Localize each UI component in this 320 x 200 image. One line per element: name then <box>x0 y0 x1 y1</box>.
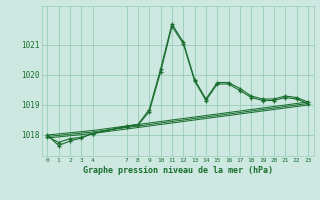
X-axis label: Graphe pression niveau de la mer (hPa): Graphe pression niveau de la mer (hPa) <box>83 166 273 175</box>
